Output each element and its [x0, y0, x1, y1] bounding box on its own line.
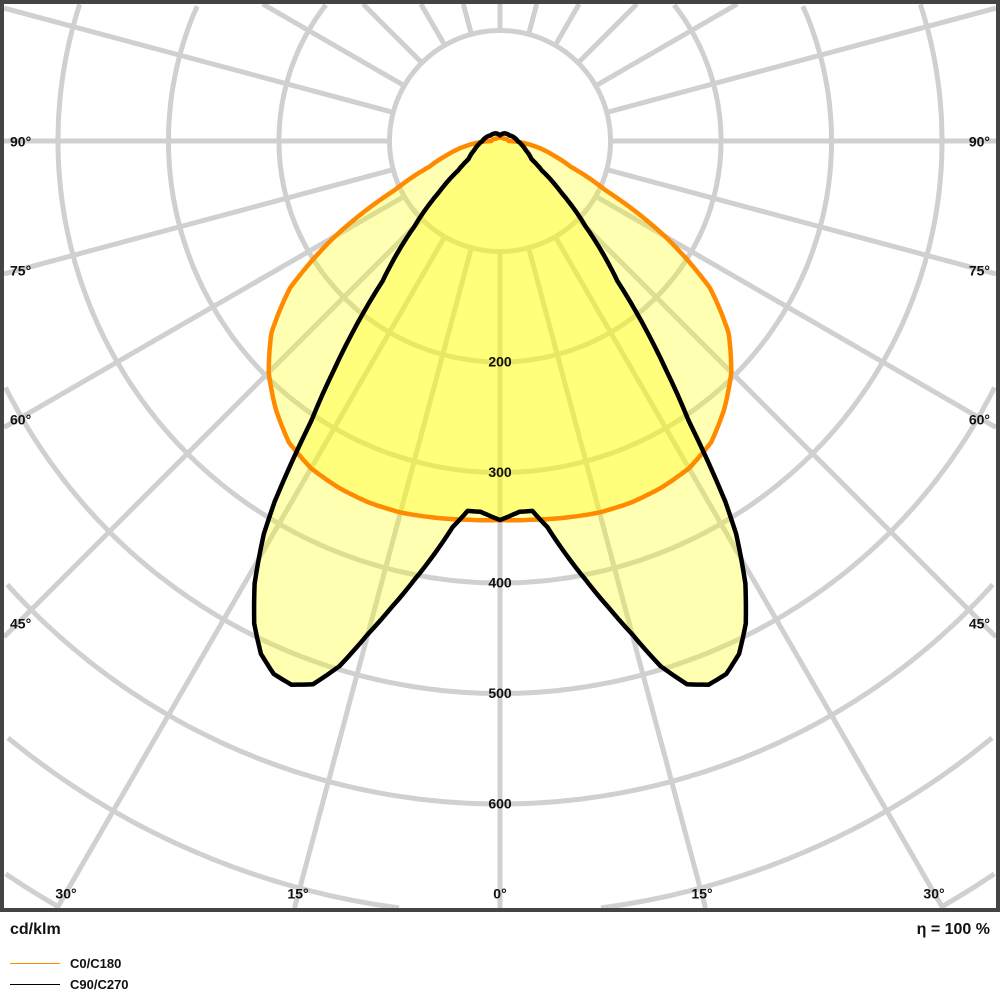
grid-spoke — [4, 217, 424, 639]
angle-label-left: 90° — [10, 134, 31, 150]
grid-spoke — [576, 217, 996, 639]
angle-label-right: 45° — [969, 616, 990, 632]
angle-label-left: 60° — [10, 412, 31, 428]
angle-label-left: 75° — [10, 263, 31, 279]
grid-spoke — [526, 247, 708, 908]
grid-spoke — [526, 4, 540, 35]
polar-intensity-chart: 200 300 400 500 600 90° 75° 60° 45° 30° 15° 0° 15° 30… — [0, 0, 1000, 912]
curve-c90-c270 — [251, 131, 749, 687]
angle-label-left: 15° — [287, 886, 308, 902]
angle-label-right: 30° — [923, 886, 944, 902]
angle-label-left: 45° — [10, 616, 31, 632]
legend-swatch-c0 — [10, 963, 60, 964]
angle-label-right: 75° — [969, 263, 990, 279]
grid-circle — [4, 871, 996, 908]
legend-label-c0: C0/C180 — [70, 956, 122, 971]
grid-spoke — [460, 4, 474, 35]
radial-tick-label: 200 — [488, 354, 512, 370]
intensity-fills — [254, 133, 746, 685]
fill-c90-c270 — [254, 133, 746, 685]
legend-label-c90: C90/C270 — [70, 977, 129, 992]
grid-spoke — [594, 4, 739, 88]
grid-spoke — [418, 4, 447, 47]
grid-spoke — [553, 4, 582, 47]
grid-circle — [6, 735, 994, 908]
grid-spoke — [292, 247, 474, 908]
grid-circle — [4, 386, 996, 696]
unit-label: cd/klm — [10, 921, 61, 938]
grid-spoke — [576, 4, 639, 65]
chart-frame — [0, 0, 1000, 912]
grid-spoke — [553, 235, 945, 908]
angle-label-right: 90° — [969, 134, 990, 150]
grid-spoke — [4, 5, 394, 115]
grid-circle — [166, 5, 834, 475]
grid-spoke — [55, 235, 447, 908]
axis-labels: 200 300 400 500 600 90° 75° 60° 45° 30° 15° 0° 15° 30… — [10, 134, 990, 902]
grid-spoke — [4, 167, 394, 277]
grid-spoke — [606, 167, 996, 277]
angle-label-center: 0° — [493, 886, 506, 902]
grid-spoke — [361, 4, 424, 65]
radial-tick-label: 500 — [488, 685, 512, 701]
grid-circle — [5, 582, 995, 807]
intensity-curves — [251, 131, 749, 687]
grid-circle — [276, 4, 724, 365]
radial-tick-label: 600 — [488, 796, 512, 812]
efficiency-label: η = 100 % — [916, 921, 990, 938]
angle-label-right: 60° — [969, 412, 990, 428]
legend-swatch-c90 — [10, 984, 60, 985]
fill-c0-c180 — [268, 137, 732, 521]
angle-label-left: 30° — [55, 886, 76, 902]
polar-grid — [4, 4, 996, 908]
radial-tick-label: 300 — [488, 464, 512, 480]
grid-spoke — [606, 5, 996, 115]
radial-tick-label: 400 — [488, 575, 512, 591]
angle-label-right: 15° — [691, 886, 712, 902]
grid-spoke — [261, 4, 406, 88]
